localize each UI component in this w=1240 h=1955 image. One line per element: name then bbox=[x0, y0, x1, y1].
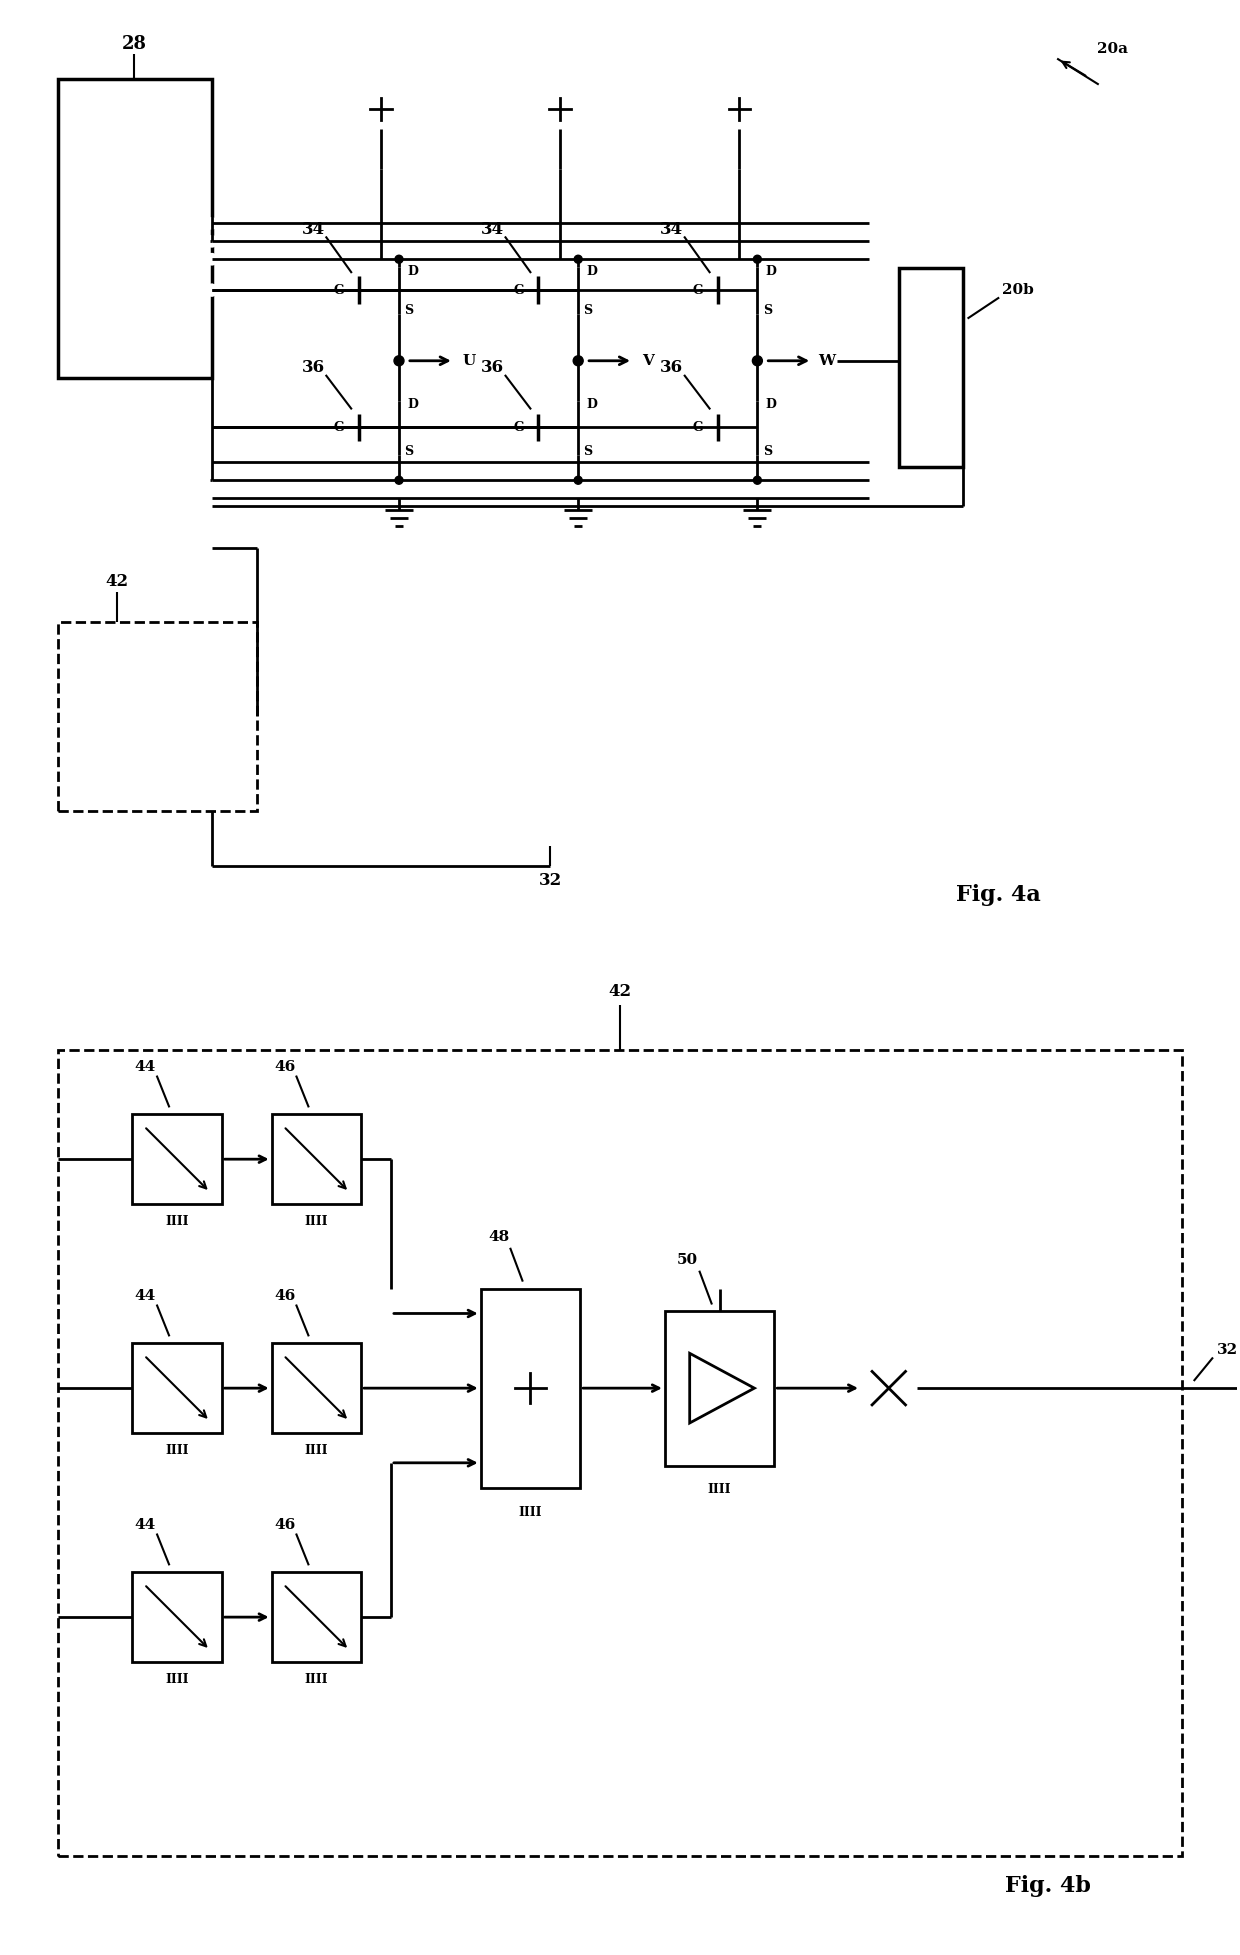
Text: 36: 36 bbox=[660, 360, 683, 375]
Text: 28: 28 bbox=[122, 35, 146, 53]
Text: G: G bbox=[692, 283, 703, 297]
Circle shape bbox=[207, 422, 217, 432]
Text: G: G bbox=[334, 283, 345, 297]
Circle shape bbox=[556, 164, 565, 174]
Text: 46: 46 bbox=[274, 1288, 295, 1302]
Text: 20b: 20b bbox=[1002, 283, 1034, 297]
Text: S: S bbox=[584, 303, 593, 317]
Text: 32: 32 bbox=[538, 872, 562, 890]
Text: V: V bbox=[642, 354, 653, 368]
Circle shape bbox=[541, 90, 580, 129]
Bar bbox=[133, 1572, 222, 1662]
Text: 42: 42 bbox=[609, 983, 631, 1001]
Bar bbox=[272, 1343, 361, 1433]
Text: G: G bbox=[513, 283, 523, 297]
Text: D: D bbox=[766, 264, 776, 278]
Text: 44: 44 bbox=[134, 1517, 156, 1531]
Text: D: D bbox=[408, 399, 418, 411]
Text: IIII: IIII bbox=[165, 1445, 188, 1456]
Circle shape bbox=[574, 477, 582, 485]
Circle shape bbox=[207, 422, 217, 432]
Circle shape bbox=[574, 256, 582, 264]
Text: 20a: 20a bbox=[1097, 43, 1128, 57]
Text: 34: 34 bbox=[301, 221, 325, 239]
Text: Fig. 4a: Fig. 4a bbox=[956, 884, 1040, 907]
Text: 46: 46 bbox=[274, 1517, 295, 1531]
Circle shape bbox=[207, 475, 217, 485]
Text: 34: 34 bbox=[481, 221, 505, 239]
Text: 44: 44 bbox=[134, 1060, 156, 1073]
Text: S: S bbox=[763, 303, 771, 317]
Circle shape bbox=[861, 1361, 916, 1415]
Bar bbox=[133, 1114, 222, 1204]
Bar bbox=[57, 78, 212, 377]
Text: U: U bbox=[463, 354, 475, 368]
Text: IIII: IIII bbox=[708, 1484, 732, 1496]
Text: G: G bbox=[334, 420, 345, 434]
Text: 32: 32 bbox=[1216, 1343, 1238, 1357]
Circle shape bbox=[754, 477, 761, 485]
Circle shape bbox=[207, 285, 217, 295]
Text: IIII: IIII bbox=[305, 1673, 329, 1687]
Text: 48: 48 bbox=[487, 1230, 510, 1243]
Text: IIII: IIII bbox=[165, 1216, 188, 1228]
Text: Fig. 4b: Fig. 4b bbox=[1006, 1875, 1091, 1896]
Circle shape bbox=[719, 90, 759, 129]
Text: S: S bbox=[404, 303, 413, 317]
Circle shape bbox=[396, 477, 403, 485]
Circle shape bbox=[207, 285, 217, 295]
Bar bbox=[272, 1572, 361, 1662]
Text: 36: 36 bbox=[301, 360, 325, 375]
Bar bbox=[272, 1114, 361, 1204]
Circle shape bbox=[207, 219, 217, 229]
Circle shape bbox=[207, 422, 217, 432]
Text: W: W bbox=[818, 354, 836, 368]
Text: D: D bbox=[766, 399, 776, 411]
Circle shape bbox=[734, 164, 744, 174]
Text: 36: 36 bbox=[481, 360, 505, 375]
Bar bbox=[133, 1343, 222, 1433]
Circle shape bbox=[502, 1361, 558, 1415]
Text: IIII: IIII bbox=[165, 1673, 188, 1687]
Circle shape bbox=[207, 457, 217, 467]
Text: S: S bbox=[404, 446, 413, 457]
Circle shape bbox=[207, 237, 217, 246]
Text: S: S bbox=[763, 446, 771, 457]
Text: 50: 50 bbox=[677, 1253, 698, 1267]
Text: IIII: IIII bbox=[518, 1505, 542, 1519]
Text: 42: 42 bbox=[105, 573, 129, 590]
Bar bbox=[57, 1050, 1183, 1855]
Circle shape bbox=[394, 356, 404, 366]
Bar bbox=[57, 622, 257, 811]
Circle shape bbox=[712, 1288, 728, 1304]
Circle shape bbox=[207, 493, 217, 502]
Text: D: D bbox=[408, 264, 418, 278]
Text: D: D bbox=[587, 399, 598, 411]
Text: 44: 44 bbox=[134, 1288, 156, 1302]
Text: S: S bbox=[584, 446, 593, 457]
Circle shape bbox=[573, 356, 583, 366]
Circle shape bbox=[361, 90, 401, 129]
Circle shape bbox=[396, 256, 403, 264]
Text: G: G bbox=[692, 420, 703, 434]
Text: D: D bbox=[587, 264, 598, 278]
Text: 34: 34 bbox=[660, 221, 683, 239]
Circle shape bbox=[753, 356, 763, 366]
Text: IIII: IIII bbox=[305, 1216, 329, 1228]
Circle shape bbox=[207, 285, 217, 295]
Circle shape bbox=[207, 543, 217, 553]
Circle shape bbox=[207, 254, 217, 264]
Circle shape bbox=[376, 164, 386, 174]
Bar bbox=[665, 1312, 774, 1466]
Text: IIII: IIII bbox=[305, 1445, 329, 1456]
Text: 46: 46 bbox=[274, 1060, 295, 1073]
Circle shape bbox=[754, 256, 761, 264]
Text: G: G bbox=[513, 420, 523, 434]
Bar bbox=[481, 1288, 580, 1488]
Bar bbox=[899, 268, 963, 467]
